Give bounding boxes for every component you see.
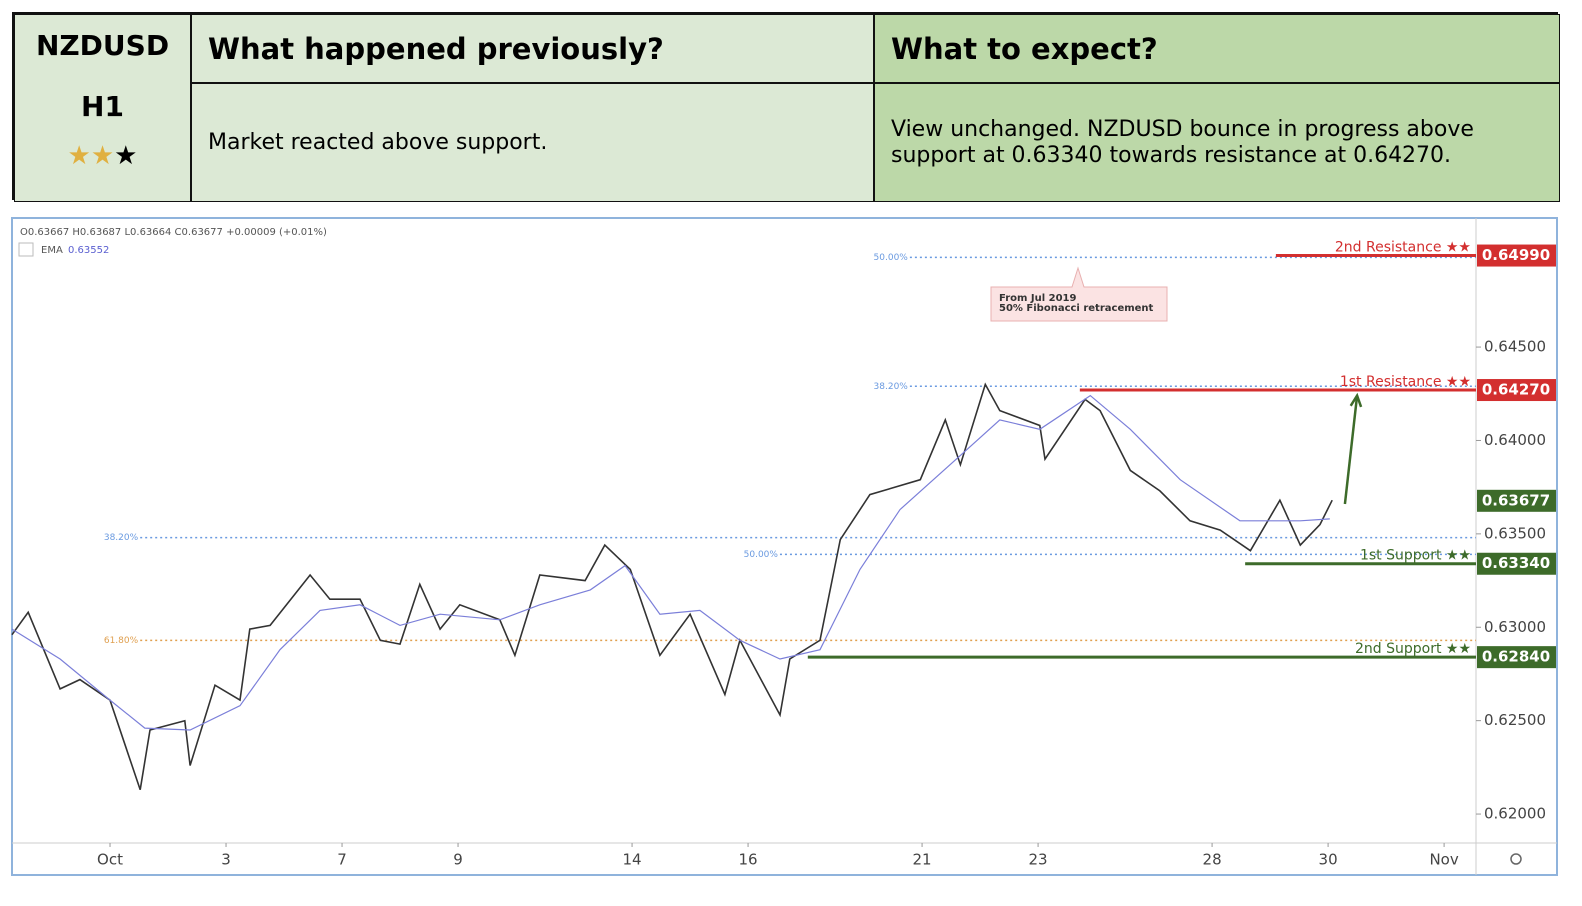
level-price-box: [1477, 552, 1556, 575]
level-label: 2nd Support ★★: [1355, 641, 1471, 657]
x-tick-label: 23: [1029, 851, 1048, 869]
level-price-box: [1477, 244, 1556, 267]
col-text: Market reacted above support.: [191, 83, 874, 202]
ema-line: [11, 394, 1330, 731]
col-title: What happened previously?: [191, 14, 874, 83]
y-tick-label: 0.64000: [1484, 431, 1546, 449]
y-tick-label: 0.62500: [1484, 711, 1546, 729]
x-tick-label: 30: [1319, 851, 1338, 869]
x-tick-label: 7: [337, 851, 347, 869]
level-price-box: [1477, 646, 1556, 669]
symbol: NZDUSD: [35, 29, 170, 62]
star: ★: [67, 141, 91, 171]
star: ★: [114, 141, 138, 171]
annotation-line: From Jul 2019: [999, 293, 1077, 304]
level-price-label: 0.63340: [1482, 554, 1550, 572]
y-tick-label: 0.62000: [1484, 805, 1546, 823]
x-tick-label: 14: [623, 851, 642, 869]
legend-toggle[interactable]: [18, 242, 34, 257]
fib-label: 50.00%: [744, 550, 779, 560]
level-label: 1st Support ★★: [1360, 548, 1471, 564]
level-label: 1st Resistance ★★: [1340, 374, 1471, 390]
last-price-box: [1477, 489, 1556, 512]
last-price-label: 0.63677: [1482, 491, 1550, 509]
chart-frame: [11, 217, 1558, 876]
col-title: What to expect?: [874, 14, 1560, 83]
timeframe: H1: [81, 90, 124, 123]
symbol-cell: NZDUSD H1 ★★★: [14, 14, 191, 202]
star: ★: [90, 141, 115, 171]
y-tick-label: 0.64500: [1484, 338, 1546, 356]
level-price-label: 0.64990: [1482, 246, 1550, 264]
fib-label: 61.80%: [104, 636, 139, 646]
annotation-line: 50% Fibonacci retracement: [999, 303, 1154, 314]
level-label: 2nd Resistance ★★: [1335, 240, 1471, 256]
level-price-label: 0.64270: [1482, 381, 1550, 399]
x-tick-label: Nov: [1429, 851, 1458, 869]
price-line: [11, 382, 1333, 791]
annotation: From Jul 2019 50% Fibonacci retracement: [990, 266, 1168, 322]
level-price-label: 0.62840: [1482, 648, 1550, 666]
y-tick-label: 0.63000: [1484, 618, 1546, 636]
fib-label: 38.20%: [104, 533, 139, 543]
header-table: NZDUSD H1 ★★★ What happened previously? …: [12, 12, 1560, 202]
x-tick-label: 21: [913, 851, 932, 869]
fib-label: 50.00%: [874, 253, 909, 263]
ohlc-legend: O0.63667 H0.63687 L0.63664 C0.63677 +0.0…: [20, 227, 327, 238]
x-tick-label: 28: [1203, 851, 1222, 869]
y-tick-label: 0.63500: [1484, 524, 1546, 542]
ema-legend: EMA: [41, 245, 63, 256]
col-text: View unchanged. NZDUSD bounce in progres…: [874, 83, 1560, 202]
level-price-box: [1477, 379, 1556, 402]
fib-label: 38.20%: [874, 382, 909, 392]
arrow: [1343, 395, 1359, 505]
x-tick-label: 16: [739, 851, 758, 869]
ema-value: 0.63552: [68, 245, 109, 256]
settings-icon[interactable]: [1510, 853, 1522, 865]
x-tick-label: Oct: [97, 851, 123, 869]
arrow-head: [1349, 392, 1363, 408]
x-tick-label: 3: [221, 851, 231, 869]
x-tick-label: 9: [453, 851, 463, 869]
rating: ★★★: [68, 141, 138, 171]
